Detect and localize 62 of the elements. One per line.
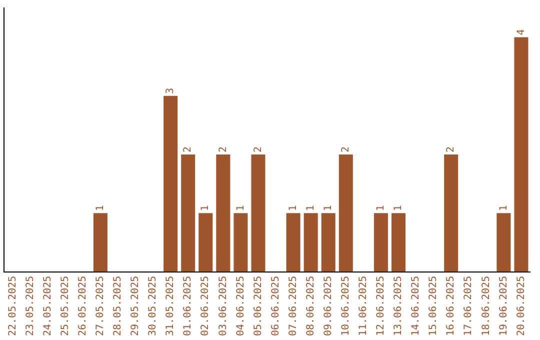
data-label: 2 [182,146,194,153]
x-tick-label: 18.06.2025 [480,276,492,336]
data-label: 2 [340,146,352,153]
data-label: 1 [322,205,334,212]
data-label: 1 [305,205,316,212]
x-tick-label: 13.06.2025 [393,276,404,336]
data-label: 1 [376,205,387,212]
bar [496,213,511,272]
data-label: 2 [446,146,457,153]
bar [93,213,108,272]
data-label: 1 [393,205,404,212]
bar [338,154,353,272]
bar [234,213,248,272]
bar [181,154,196,272]
bar [374,213,388,272]
x-tick-label: 15.06.2025 [428,276,440,336]
x-tick-label: 12.06.2025 [376,276,387,336]
x-tick-label: 05.06.2025 [252,276,264,336]
bar [304,213,318,272]
bar [216,154,230,272]
data-label: 1 [288,205,299,212]
x-tick-label: 27.05.2025 [95,276,106,336]
x-tick-label: 04.06.2025 [235,276,246,336]
x-tick-label: 07.06.2025 [288,276,299,336]
x-tick-label: 01.06.2025 [182,276,194,336]
data-label: 1 [95,205,106,212]
x-tick-label: 19.06.2025 [498,276,510,336]
bar [391,213,406,272]
data-label: 2 [218,146,229,153]
x-tick-label: 28.05.2025 [112,276,124,336]
bar [444,154,458,272]
bar [286,213,300,272]
x-tick-label: 09.06.2025 [322,276,334,336]
data-label: 1 [200,205,212,212]
x-tick-label: 24.05.2025 [42,276,54,336]
bar [321,213,336,272]
data-label: 1 [235,205,246,212]
x-tick-label: 14.06.2025 [410,276,422,336]
x-tick-label: 22.05.2025 [7,276,18,336]
data-label: 3 [165,88,176,94]
x-tick-label: 08.06.2025 [305,276,316,336]
x-tick-label: 23.05.2025 [24,276,36,336]
data-label: 2 [252,146,264,153]
data-label: 4 [516,29,527,36]
data-label: 1 [498,205,510,212]
x-tick-label: 06.06.2025 [270,276,282,336]
x-tick-label: 03.06.2025 [218,276,229,336]
x-tick-label: 10.06.2025 [340,276,352,336]
x-tick-label: 16.06.2025 [446,276,457,336]
bar [164,96,178,272]
x-tick-label: 20.06.2025 [516,276,527,336]
bar [198,213,213,272]
x-tick-label: 30.05.2025 [148,276,159,336]
x-tick-label: 31.05.2025 [165,276,176,336]
x-tick-label: 11.06.2025 [358,276,370,336]
x-tick-label: 29.05.2025 [130,276,142,336]
x-tick-label: 17.06.2025 [463,276,474,336]
x-tick-label: 02.06.2025 [200,276,212,336]
x-tick-label: 25.05.2025 [60,276,71,336]
bar [514,37,528,272]
bar [251,154,266,272]
x-tick-label: 26.05.2025 [77,276,88,336]
